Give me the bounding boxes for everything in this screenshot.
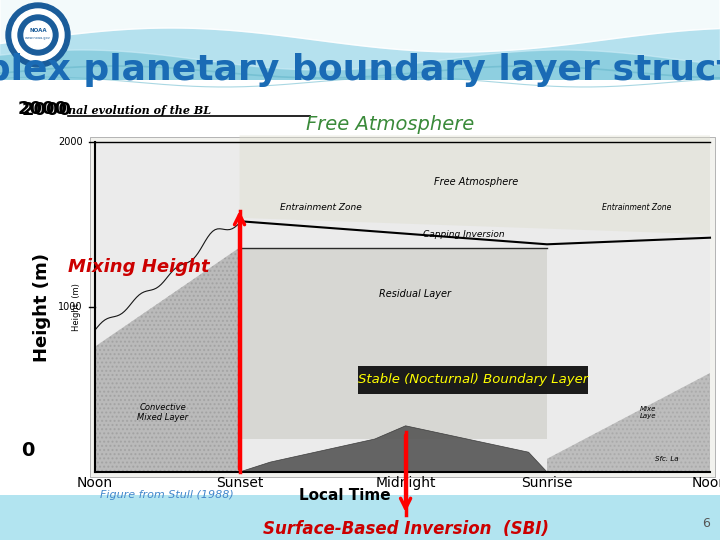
Circle shape — [24, 21, 52, 49]
Text: Height (m): Height (m) — [33, 253, 51, 361]
Text: Mixe
Laye: Mixe Laye — [640, 406, 657, 419]
Text: 6: 6 — [702, 517, 710, 530]
Text: Stable (Nocturnal) Boundary Layer: Stable (Nocturnal) Boundary Layer — [358, 373, 588, 386]
Text: Midnight: Midnight — [375, 476, 436, 490]
Text: Mixing Height: Mixing Height — [68, 259, 210, 276]
Circle shape — [18, 15, 58, 55]
Text: 2000: 2000 — [58, 137, 83, 147]
Text: nal evolution of the BL: nal evolution of the BL — [68, 105, 211, 116]
Bar — [0, 0, 720, 80]
Text: Local Time: Local Time — [300, 488, 391, 503]
Text: Residual Layer: Residual Layer — [379, 289, 451, 299]
Polygon shape — [240, 136, 710, 234]
Text: Entrainment Zone: Entrainment Zone — [601, 204, 671, 213]
Text: Noon: Noon — [692, 476, 720, 490]
Circle shape — [12, 9, 64, 61]
Bar — [95, 142, 710, 472]
Text: Convective
Mixed Layer: Convective Mixed Layer — [137, 403, 188, 422]
Text: NOAA: NOAA — [30, 29, 47, 33]
Polygon shape — [547, 373, 710, 472]
Bar — [0, 495, 720, 540]
Text: www.noaa.gov: www.noaa.gov — [25, 36, 51, 40]
Text: 2000: 2000 — [18, 100, 68, 118]
Text: 0: 0 — [22, 441, 35, 460]
Text: Entrainment Zone: Entrainment Zone — [279, 204, 361, 213]
Text: Height  (m): Height (m) — [72, 283, 81, 331]
Text: 1000: 1000 — [58, 302, 83, 312]
Text: 2000: 2000 — [22, 101, 72, 119]
Text: Sunrise: Sunrise — [521, 476, 573, 490]
Text: Complex planetary boundary layer structures: Complex planetary boundary layer structu… — [0, 53, 720, 87]
Bar — [90, 137, 715, 477]
Polygon shape — [95, 248, 240, 472]
Bar — [359, 366, 588, 394]
Text: Sfc. La: Sfc. La — [654, 456, 678, 462]
Polygon shape — [240, 426, 547, 472]
Text: Free Atmosphere: Free Atmosphere — [306, 116, 474, 134]
Polygon shape — [240, 248, 547, 439]
Circle shape — [6, 3, 70, 67]
Text: Sunset: Sunset — [216, 476, 264, 490]
Text: Capping Inversion: Capping Inversion — [423, 230, 505, 239]
Text: Figure from Stull (1988): Figure from Stull (1988) — [100, 490, 234, 500]
Text: Noon: Noon — [77, 476, 113, 490]
Text: Surface-Based Inversion  (SBI): Surface-Based Inversion (SBI) — [263, 520, 549, 538]
Text: Free Atmosphere: Free Atmosphere — [434, 177, 518, 187]
Bar — [0, 80, 720, 495]
